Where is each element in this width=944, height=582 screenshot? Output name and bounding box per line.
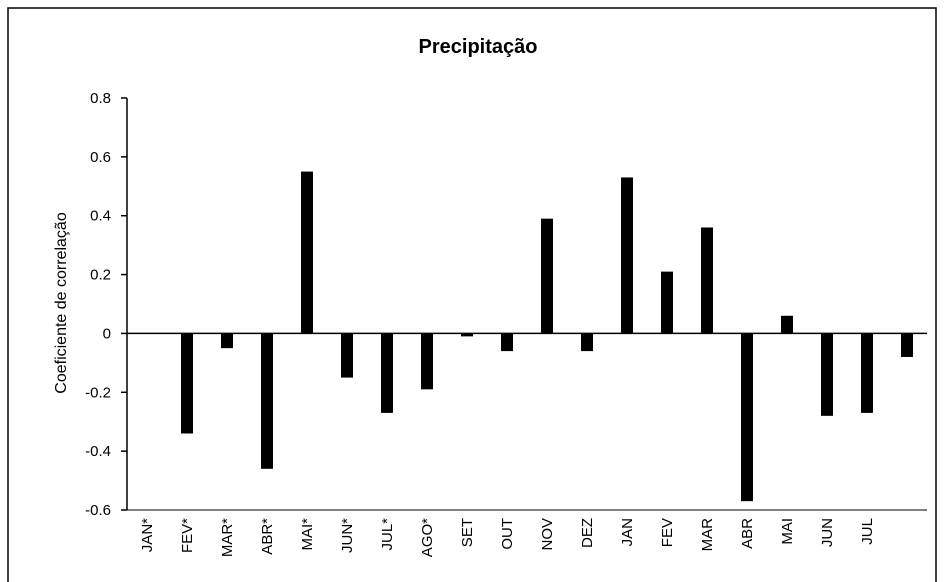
x-tick-label: FEV bbox=[659, 518, 676, 547]
bar bbox=[221, 333, 233, 349]
bar bbox=[261, 333, 273, 469]
x-tick-label: AGO* bbox=[419, 518, 436, 557]
bar bbox=[701, 227, 713, 334]
x-tick-label: ABR* bbox=[259, 518, 276, 555]
y-tick-label: 0 bbox=[103, 325, 111, 342]
x-tick-label: JUL bbox=[859, 518, 876, 545]
y-tick-label: 0.2 bbox=[90, 267, 111, 284]
y-tick-label: 0.6 bbox=[90, 149, 111, 166]
bar bbox=[341, 333, 353, 378]
y-tick-label: 0.4 bbox=[90, 208, 111, 225]
bar bbox=[781, 315, 793, 334]
bar bbox=[661, 271, 673, 334]
bar bbox=[501, 333, 513, 352]
bar bbox=[181, 333, 193, 434]
bar bbox=[741, 333, 753, 502]
x-tick-label: DEZ bbox=[579, 518, 596, 548]
x-tick-label: MAI bbox=[779, 518, 796, 545]
y-axis-label: Coeficiente de correlação bbox=[53, 212, 70, 394]
bar bbox=[381, 333, 393, 413]
y-tick-label: -0.4 bbox=[85, 443, 111, 460]
bar bbox=[461, 333, 473, 337]
bar bbox=[581, 333, 593, 352]
chart-frame bbox=[7, 7, 937, 582]
bar bbox=[301, 171, 313, 334]
x-tick-label: FEV* bbox=[179, 518, 196, 553]
x-tick-label: NOV bbox=[539, 518, 556, 551]
x-tick-label: SET bbox=[459, 518, 476, 547]
y-tick-label: -0.6 bbox=[85, 502, 111, 519]
x-tick-label: OUT bbox=[499, 518, 516, 550]
x-tick-label: MAR bbox=[699, 518, 716, 552]
x-tick-label: JUN bbox=[819, 518, 836, 547]
x-tick-label: ABR bbox=[739, 518, 756, 549]
x-tick-label: JUL* bbox=[379, 518, 396, 551]
x-tick-label: JAN bbox=[619, 518, 636, 546]
x-tick-label: MAI* bbox=[299, 518, 316, 551]
bar bbox=[421, 333, 433, 390]
bar bbox=[861, 333, 873, 413]
bar bbox=[901, 333, 913, 357]
bar bbox=[541, 218, 553, 334]
bar bbox=[621, 177, 633, 334]
x-tick-label: JUN* bbox=[339, 518, 356, 553]
y-tick-label: 0.8 bbox=[90, 90, 111, 107]
x-tick-label: JAN* bbox=[139, 518, 156, 552]
bar bbox=[821, 333, 833, 416]
chart-title: Precipitação bbox=[419, 36, 538, 58]
y-tick-label: -0.2 bbox=[85, 384, 111, 401]
x-tick-label: MAR* bbox=[219, 518, 236, 557]
